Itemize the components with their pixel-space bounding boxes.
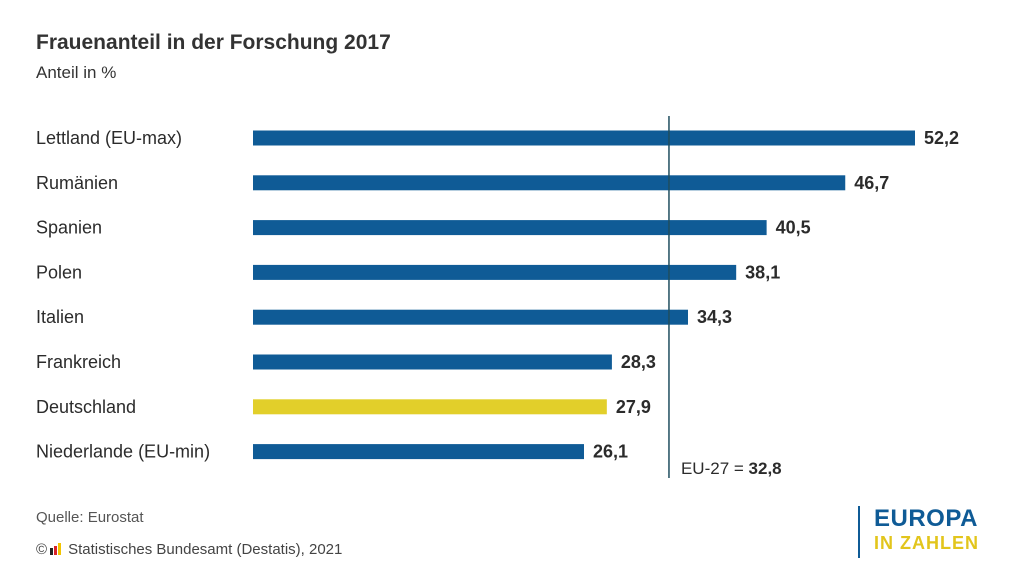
bar (253, 264, 737, 280)
category-label: Spanien (36, 218, 102, 238)
value-label: 40,5 (776, 218, 811, 238)
bar (253, 354, 612, 370)
value-label: 28,3 (621, 352, 656, 372)
bar-chart: Lettland (EU-max) 52,2 Rumänien 46,7 Spanien… (36, 116, 959, 478)
copyright-symbol: © (36, 541, 48, 558)
value-label: 27,9 (616, 397, 651, 417)
category-label: Niederlande (EU-min) (36, 442, 210, 462)
chart-title: Frauenanteil in der Forschung 2017 (36, 31, 391, 54)
category-label: Frankreich (36, 352, 121, 372)
source-note: Quelle: Eurostat (36, 509, 144, 526)
eu27-value: 32,8 (749, 459, 782, 478)
category-label: Deutschland (36, 397, 136, 417)
europa-in-zahlen-logo: EUROPA IN ZAHLEN (858, 506, 979, 558)
eu27-reference-label: EU-27 = 32,8 (681, 459, 782, 478)
bar (253, 444, 584, 460)
bar (253, 309, 688, 325)
category-label: Lettland (EU-max) (36, 128, 182, 148)
bar (253, 175, 846, 191)
destatis-flag-icon (50, 542, 64, 559)
copyright-note: © Statistisches Bundesamt (Destatis), 202… (36, 541, 342, 559)
eu27-label-text: EU-27 = (681, 459, 749, 478)
value-label: 34,3 (697, 307, 732, 327)
category-label: Italien (36, 307, 84, 327)
logo-line-in-zahlen: IN ZAHLEN (874, 533, 979, 553)
chart-subtitle: Anteil in % (36, 63, 117, 82)
bar (253, 399, 607, 415)
category-label: Polen (36, 262, 82, 282)
value-label: 46,7 (854, 173, 889, 193)
bar (253, 220, 767, 236)
category-label: Rumänien (36, 173, 118, 193)
copyright-text: Statistisches Bundesamt (Destatis), 2021 (68, 541, 343, 558)
logo-line-europa: EUROPA (874, 505, 978, 532)
value-label: 38,1 (745, 262, 780, 282)
value-label: 26,1 (593, 442, 628, 462)
bar (253, 130, 915, 146)
value-label: 52,2 (924, 128, 959, 148)
